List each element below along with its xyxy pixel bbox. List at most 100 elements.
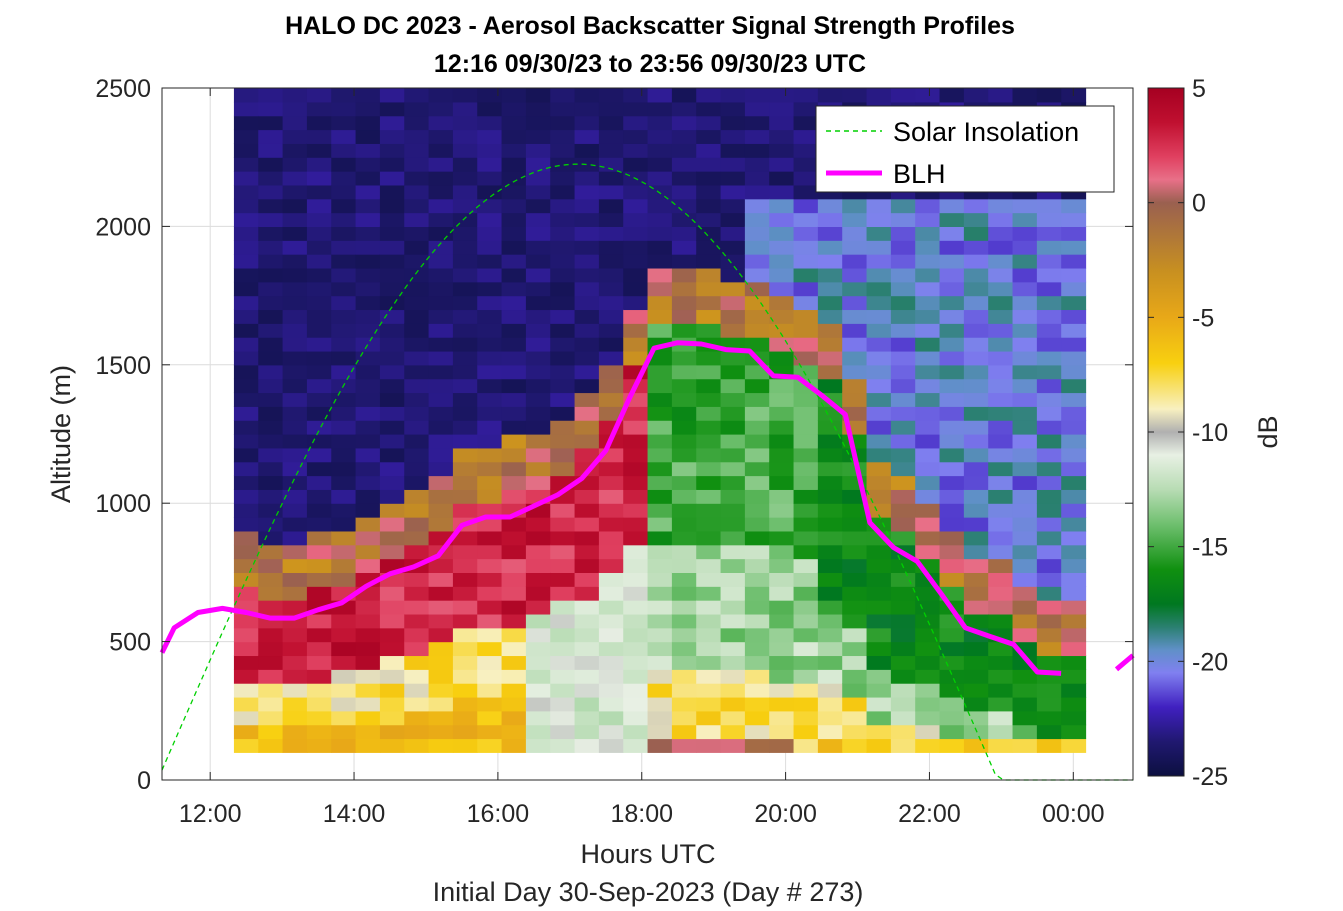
- heatmap-cell: [696, 281, 722, 297]
- heatmap-cell: [574, 115, 600, 131]
- heatmap-cell: [598, 88, 624, 103]
- heatmap-cell: [501, 198, 527, 214]
- heatmap-cell: [647, 129, 673, 144]
- heatmap-cell: [769, 171, 795, 186]
- heatmap-cell: [890, 641, 916, 657]
- heatmap-cell: [355, 710, 381, 726]
- heatmap-cell: [744, 267, 770, 283]
- heatmap-cell: [696, 406, 722, 421]
- heatmap-cell: [550, 669, 576, 684]
- heatmap-cell: [355, 171, 381, 186]
- heatmap-cell: [939, 655, 965, 670]
- heatmap-cell: [355, 420, 381, 435]
- heatmap-cell: [598, 655, 624, 670]
- heatmap-cell: [233, 710, 259, 726]
- heatmap-cell: [306, 669, 332, 684]
- heatmap-cell: [282, 254, 308, 269]
- heatmap-cell: [793, 254, 819, 269]
- heatmap-cell: [647, 101, 673, 117]
- heatmap-cell: [647, 558, 673, 573]
- heatmap-cell: [988, 710, 1014, 726]
- heatmap-cell: [842, 226, 868, 241]
- heatmap-cell: [331, 337, 357, 352]
- heatmap-cell: [282, 309, 308, 324]
- heatmap-cell: [744, 475, 770, 490]
- heatmap-cell: [428, 406, 454, 421]
- heatmap-cell: [306, 157, 332, 172]
- heatmap-cell: [1012, 88, 1038, 103]
- heatmap-cell: [501, 281, 527, 297]
- heatmap-cell: [233, 88, 259, 103]
- heatmap-cell: [355, 101, 381, 117]
- heatmap-cell: [550, 434, 576, 449]
- heatmap-cell: [404, 600, 430, 615]
- heatmap-cell: [647, 378, 673, 394]
- heatmap-cell: [525, 655, 551, 670]
- heatmap-cell: [720, 447, 746, 463]
- heatmap-cell: [793, 586, 819, 601]
- heatmap-cell: [915, 475, 941, 490]
- heatmap-cell: [647, 88, 673, 103]
- heatmap-cell: [696, 88, 722, 103]
- heatmap-cell: [696, 212, 722, 227]
- heatmap-cell: [258, 517, 284, 532]
- heatmap-cell: [477, 212, 503, 227]
- heatmap-cell: [282, 544, 308, 560]
- heatmap-cell: [647, 115, 673, 131]
- heatmap-cell: [404, 378, 430, 394]
- heatmap-cell: [233, 406, 259, 421]
- heatmap-cell: [525, 461, 551, 477]
- heatmap-cell: [306, 586, 332, 601]
- heatmap-cell: [817, 212, 843, 227]
- heatmap-cell: [525, 669, 551, 684]
- heatmap-cell: [866, 710, 892, 726]
- heatmap-cell: [1061, 558, 1087, 573]
- heatmap-cell: [306, 309, 332, 324]
- heatmap-cell: [769, 627, 795, 643]
- heatmap-cell: [671, 184, 697, 200]
- heatmap-cell: [404, 323, 430, 338]
- heatmap-cell: [306, 738, 332, 753]
- heatmap-cell: [428, 88, 454, 103]
- heatmap-cell: [696, 157, 722, 172]
- heatmap-cell: [550, 254, 576, 269]
- heatmap-cell: [306, 88, 332, 103]
- heatmap-cell: [331, 184, 357, 200]
- heatmap-cell: [452, 171, 478, 186]
- heatmap-cell: [793, 115, 819, 131]
- heatmap-cell: [477, 420, 503, 435]
- heatmap-cell: [1036, 88, 1062, 103]
- heatmap-cell: [355, 129, 381, 144]
- heatmap-cell: [623, 129, 649, 144]
- heatmap-cell: [501, 143, 527, 158]
- heatmap-cell: [404, 655, 430, 670]
- heatmap-cell: [671, 157, 697, 172]
- heatmap-cell: [306, 613, 332, 629]
- heatmap-cell: [306, 475, 332, 490]
- heatmap-cell: [331, 461, 357, 477]
- heatmap-cell: [428, 254, 454, 269]
- heatmap-cell: [890, 337, 916, 352]
- heatmap-cell: [1061, 267, 1087, 283]
- heatmap-cell: [452, 613, 478, 629]
- heatmap-cell: [866, 406, 892, 421]
- heatmap-cell: [477, 350, 503, 366]
- heatmap-cell: [404, 406, 430, 421]
- heatmap-cell: [963, 710, 989, 726]
- heatmap-cell: [1012, 558, 1038, 573]
- plot-area: 12:00 14:00 16:00 18:00 20:00 22:00 00:00 0500…: [95, 75, 1135, 828]
- heatmap-cell: [1061, 475, 1087, 490]
- chart-title: HALO DC 2023 - Aerosol Backscatter Signa…: [285, 12, 1015, 40]
- heatmap-cell: [331, 309, 357, 324]
- heatmap-cell: [939, 364, 965, 380]
- heatmap-cell: [769, 641, 795, 657]
- heatmap-cell: [769, 683, 795, 698]
- heatmap-cell: [769, 309, 795, 324]
- heatmap-cell: [233, 683, 259, 698]
- heatmap-cell: [817, 724, 843, 740]
- heatmap-cell: [574, 558, 600, 573]
- heatmap-cell: [258, 572, 284, 587]
- heatmap-cell: [817, 503, 843, 518]
- heatmap-cell: [793, 447, 819, 463]
- heatmap-cell: [233, 378, 259, 394]
